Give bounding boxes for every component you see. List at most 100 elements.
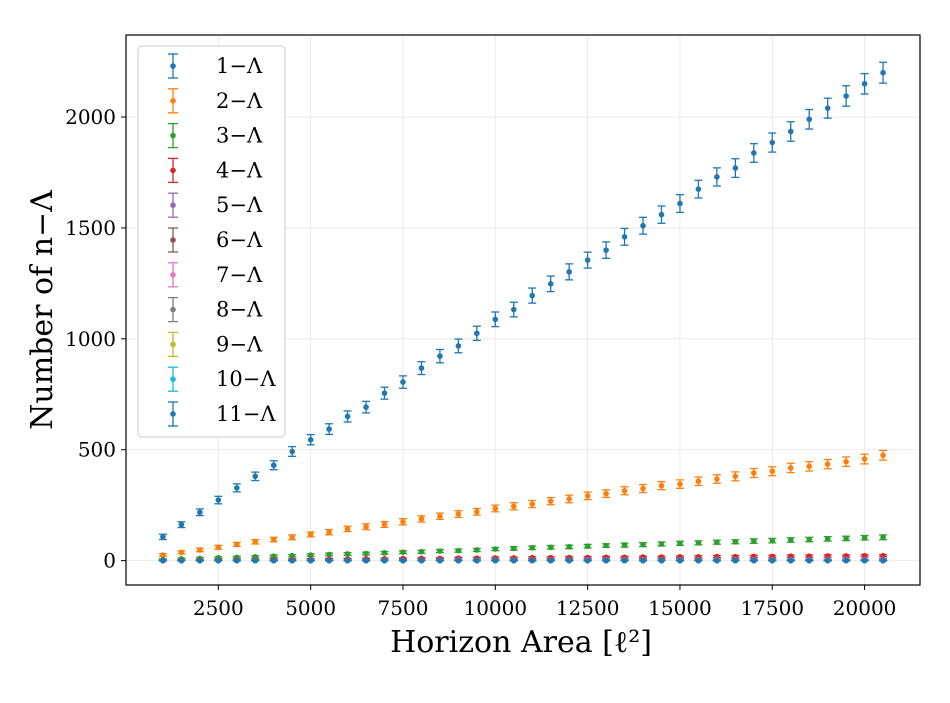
data-point (400, 549, 406, 555)
legend-label: 10−Λ (216, 367, 276, 391)
data-point (843, 535, 849, 542)
data-point (677, 481, 683, 487)
data-point (677, 540, 683, 547)
data-point (640, 222, 646, 229)
data-point (769, 537, 776, 544)
data-point (584, 493, 591, 499)
data-point (677, 200, 683, 207)
x-tick-label: 15000 (648, 596, 712, 620)
data-point (400, 518, 406, 525)
data-point (566, 496, 572, 502)
data-point (233, 541, 240, 548)
data-point (474, 547, 480, 553)
data-point (640, 557, 646, 564)
data-point (751, 470, 757, 476)
legend-marker (170, 272, 176, 278)
data-point (621, 542, 628, 548)
data-point (861, 456, 868, 462)
data-point (787, 537, 794, 543)
data-point (437, 548, 443, 554)
data-point (658, 557, 665, 564)
series-group (158, 61, 888, 541)
legend-marker (170, 98, 176, 104)
data-point (363, 404, 369, 410)
x-tick-label: 17500 (740, 596, 804, 620)
data-point (197, 557, 203, 564)
data-point (215, 557, 222, 564)
data-point (751, 150, 757, 156)
data-point (160, 534, 166, 540)
legend-marker (170, 132, 176, 139)
legend-label: 1−Λ (216, 54, 263, 78)
data-point (492, 546, 499, 552)
data-point (861, 557, 868, 564)
data-point (197, 547, 203, 553)
data-point (492, 505, 499, 512)
legend-label: 11−Λ (216, 402, 276, 426)
data-point (510, 557, 517, 564)
data-point (751, 557, 757, 564)
data-point (289, 534, 295, 541)
data-point (640, 485, 646, 492)
data-point (326, 426, 332, 432)
data-point (566, 269, 572, 275)
y-tick-label: 1500 (65, 216, 116, 240)
data-point (344, 551, 351, 557)
series-group (158, 449, 888, 558)
data-point (344, 526, 351, 532)
data-point (787, 128, 794, 135)
data-point (270, 536, 277, 543)
data-point (714, 476, 720, 482)
data-point (418, 365, 425, 371)
data-point (344, 557, 351, 564)
data-point (880, 452, 886, 459)
data-point (197, 509, 203, 516)
legend-marker (170, 63, 176, 69)
x-tick-label: 12500 (556, 596, 620, 620)
data-point (455, 557, 462, 564)
plot-data (158, 61, 888, 564)
data-point (381, 557, 388, 564)
data-point (289, 557, 295, 564)
data-point (233, 557, 240, 564)
data-point (160, 552, 166, 558)
legend-marker (170, 306, 176, 313)
data-point (658, 211, 665, 218)
data-point (732, 473, 739, 480)
legend-box (137, 45, 286, 438)
data-point (326, 551, 332, 558)
data-point (510, 503, 517, 510)
data-point (603, 557, 609, 564)
data-point (492, 557, 499, 564)
data-point (307, 531, 314, 538)
data-point (751, 538, 757, 544)
data-point (584, 257, 591, 263)
data-point (658, 482, 665, 489)
data-point (880, 557, 886, 564)
data-point (695, 540, 702, 546)
legend-label: 5−Λ (216, 193, 263, 217)
data-point (381, 550, 388, 556)
data-point (474, 330, 480, 337)
data-point (880, 534, 886, 541)
data-point (270, 462, 277, 469)
legend-label: 7−Λ (216, 263, 263, 287)
y-tick-label: 1000 (65, 327, 116, 351)
data-point (160, 557, 166, 564)
legend-label: 6−Λ (216, 228, 263, 252)
data-point (621, 234, 628, 240)
data-point (547, 544, 554, 551)
data-point (252, 538, 259, 545)
data-point (769, 468, 776, 475)
data-point (400, 557, 406, 564)
data-point (824, 105, 831, 111)
x-tick-label: 7500 (378, 596, 429, 620)
y-axis-label: Number of n−Λ (25, 190, 60, 430)
data-point (695, 557, 702, 564)
data-point (806, 536, 813, 543)
data-point (732, 557, 739, 564)
data-point (677, 557, 683, 564)
legend-marker (170, 341, 176, 348)
data-point (843, 458, 849, 465)
series-group (158, 552, 888, 564)
